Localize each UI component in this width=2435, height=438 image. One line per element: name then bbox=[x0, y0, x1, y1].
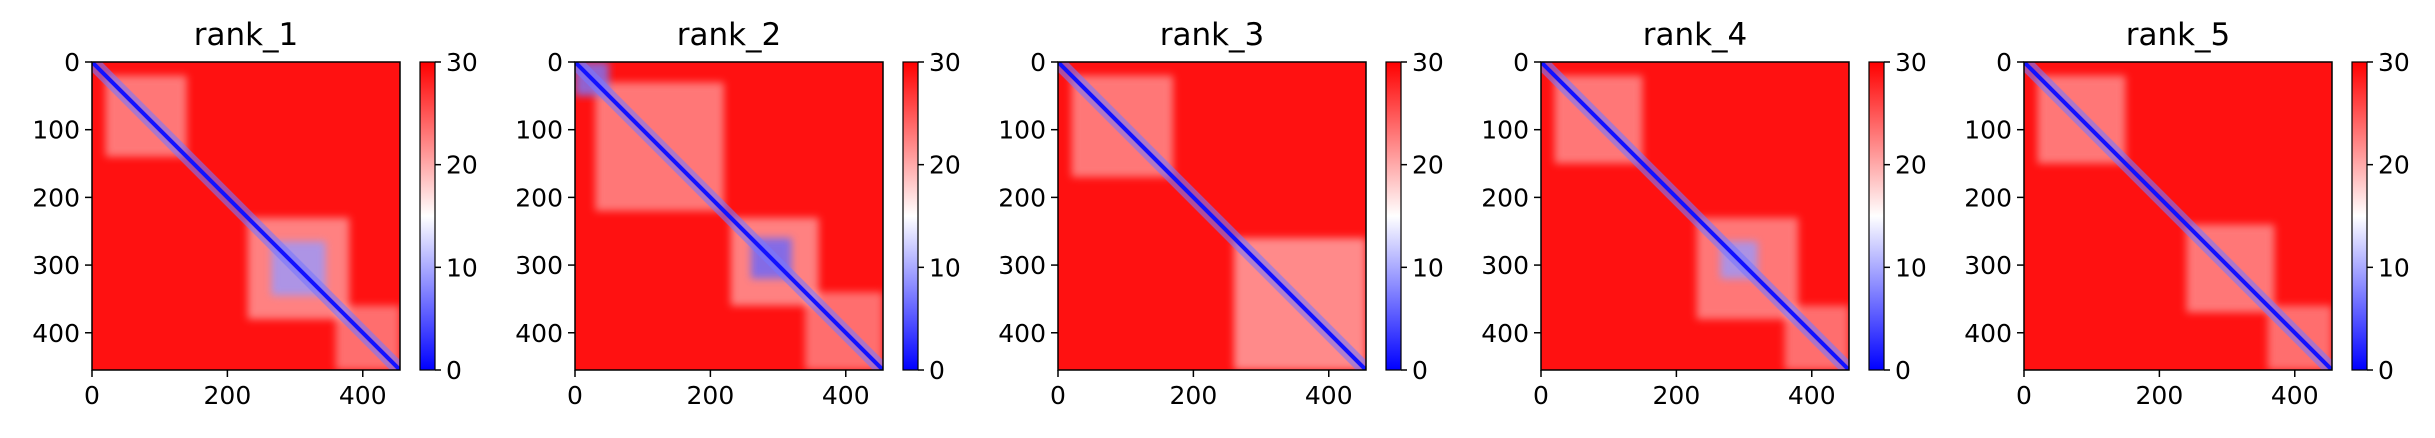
colorbar-tick-label: 20 bbox=[1895, 151, 1927, 180]
axes-frame bbox=[91, 61, 401, 371]
x-tick-label: 400 bbox=[1305, 381, 1353, 410]
colorbar bbox=[1386, 62, 1401, 370]
y-tick-label: 0 bbox=[1030, 48, 1046, 77]
heatmap-diagonal bbox=[1058, 62, 1366, 370]
axes-frame bbox=[574, 61, 884, 371]
x-tick-label: 0 bbox=[2016, 381, 2032, 410]
y-tick-label: 300 bbox=[515, 251, 563, 280]
y-tick-label: 0 bbox=[64, 48, 80, 77]
colorbar-tick-label: 0 bbox=[1895, 356, 1911, 385]
y-tick-label: 100 bbox=[998, 116, 1046, 145]
x-tick-label: 0 bbox=[567, 381, 583, 410]
x-tick-label: 0 bbox=[1050, 381, 1066, 410]
colorbar-tick-label: 30 bbox=[1895, 48, 1927, 77]
colorbar-tick-label: 30 bbox=[2378, 48, 2410, 77]
colorbar-frame bbox=[1385, 61, 1402, 371]
x-tick-label: 0 bbox=[1533, 381, 1549, 410]
x-tick-label: 400 bbox=[339, 381, 387, 410]
y-tick-label: 100 bbox=[1481, 116, 1529, 145]
colorbar-frame bbox=[1868, 61, 1885, 371]
y-tick-label: 400 bbox=[1964, 319, 2012, 348]
panel-title: rank_1 bbox=[194, 17, 299, 53]
y-tick-label: 200 bbox=[1964, 183, 2012, 212]
y-tick-label: 100 bbox=[32, 116, 80, 145]
y-tick-label: 100 bbox=[1964, 116, 2012, 145]
x-tick-label: 200 bbox=[204, 381, 252, 410]
heatmap-panel-2: rank_2 0 200 400 0 100 200 300 400 0 10 20 30 bbox=[515, 17, 961, 410]
colorbar-tick-label: 0 bbox=[929, 356, 945, 385]
colorbar-tick-label: 30 bbox=[446, 48, 478, 77]
heatmap-cells bbox=[2024, 62, 2332, 370]
colorbar bbox=[2352, 62, 2367, 370]
heatmap-diagonal bbox=[1541, 62, 1849, 370]
colorbar-tick-label: 10 bbox=[1895, 253, 1927, 282]
x-tick-label: 0 bbox=[84, 381, 100, 410]
heatmap-panel-5: rank_5 0 200 400 0 100 200 300 400 0 10 20 30 bbox=[1964, 17, 2410, 410]
colorbar-tick-label: 0 bbox=[1412, 356, 1428, 385]
heatmap-panel-3: rank_3 0 200 400 0 100 200 300 400 0 10 20 30 bbox=[998, 17, 1444, 410]
axes-frame bbox=[1540, 61, 1850, 371]
x-tick-label: 200 bbox=[1170, 381, 1218, 410]
colorbar-tick-label: 0 bbox=[2378, 356, 2394, 385]
colorbar bbox=[903, 62, 918, 370]
axes-frame bbox=[2023, 61, 2333, 371]
colorbar-frame bbox=[902, 61, 919, 371]
colorbar bbox=[1869, 62, 1884, 370]
heatmap-cells bbox=[1058, 62, 1366, 370]
y-tick-label: 300 bbox=[998, 251, 1046, 280]
y-tick-label: 0 bbox=[547, 48, 563, 77]
axes-frame bbox=[1057, 61, 1367, 371]
heatmap-panel-4: rank_4 0 200 400 0 100 200 300 400 0 10 20 30 bbox=[1481, 17, 1927, 410]
heatmap-diagonal bbox=[92, 62, 400, 370]
colorbar-tick-label: 30 bbox=[1412, 48, 1444, 77]
y-tick-label: 300 bbox=[32, 251, 80, 280]
y-tick-label: 100 bbox=[515, 116, 563, 145]
panel-title: rank_4 bbox=[1643, 17, 1748, 53]
x-tick-label: 400 bbox=[1788, 381, 1836, 410]
x-tick-label: 400 bbox=[822, 381, 870, 410]
panel-title: rank_2 bbox=[677, 17, 782, 53]
colorbar-tick-label: 30 bbox=[929, 48, 961, 77]
colorbar-tick-label: 10 bbox=[1412, 253, 1444, 282]
y-tick-label: 200 bbox=[515, 183, 563, 212]
colorbar-tick-label: 20 bbox=[929, 151, 961, 180]
colorbar-tick-label: 10 bbox=[2378, 253, 2410, 282]
x-tick-label: 200 bbox=[2136, 381, 2184, 410]
heatmap-cells bbox=[1541, 62, 1849, 370]
y-tick-label: 200 bbox=[32, 183, 80, 212]
y-tick-label: 400 bbox=[515, 319, 563, 348]
y-tick-label: 0 bbox=[1996, 48, 2012, 77]
y-tick-label: 0 bbox=[1513, 48, 1529, 77]
colorbar-tick-label: 10 bbox=[929, 253, 961, 282]
colorbar-tick-label: 20 bbox=[1412, 151, 1444, 180]
y-tick-label: 300 bbox=[1964, 251, 2012, 280]
colorbar bbox=[420, 62, 435, 370]
y-tick-label: 400 bbox=[32, 319, 80, 348]
heatmap-cells bbox=[575, 62, 883, 370]
x-tick-label: 200 bbox=[1653, 381, 1701, 410]
x-tick-label: 200 bbox=[687, 381, 735, 410]
colorbar-tick-label: 10 bbox=[446, 253, 478, 282]
panel-title: rank_5 bbox=[2126, 17, 2231, 53]
y-tick-label: 200 bbox=[998, 183, 1046, 212]
panel-title: rank_3 bbox=[1160, 17, 1265, 53]
colorbar-frame bbox=[419, 61, 436, 371]
y-tick-label: 300 bbox=[1481, 251, 1529, 280]
heatmap-panel-1: rank_1 0 200 400 0 100 200 300 400 0 10 20 30 bbox=[32, 17, 478, 410]
y-tick-label: 400 bbox=[1481, 319, 1529, 348]
heatmap-diagonal bbox=[2024, 62, 2332, 370]
heatmap-diagonal bbox=[575, 62, 883, 370]
y-tick-label: 200 bbox=[1481, 183, 1529, 212]
colorbar-frame bbox=[2351, 61, 2368, 371]
y-tick-label: 400 bbox=[998, 319, 1046, 348]
x-tick-label: 400 bbox=[2271, 381, 2319, 410]
colorbar-tick-label: 20 bbox=[2378, 151, 2410, 180]
colorbar-tick-label: 0 bbox=[446, 356, 462, 385]
colorbar-tick-label: 20 bbox=[446, 151, 478, 180]
heatmap-cells bbox=[92, 62, 400, 370]
